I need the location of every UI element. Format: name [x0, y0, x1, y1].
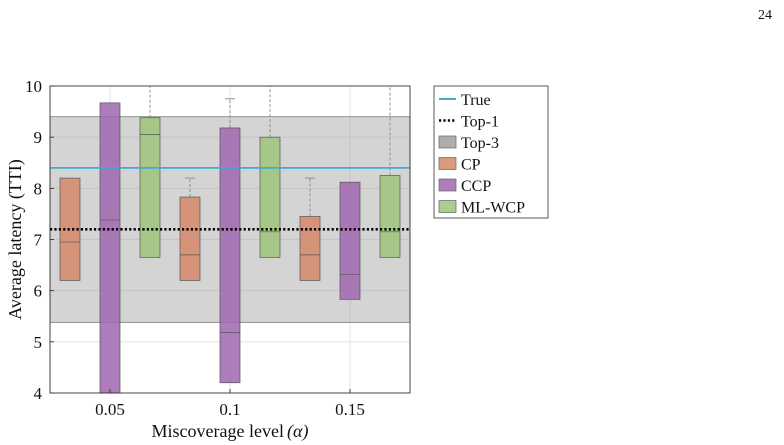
box-ccp-0.05 [99, 102, 121, 394]
legend-ml-wcp-label: ML-WCP [461, 200, 525, 217]
legend-cp-swatch [438, 157, 457, 170]
box-ml-wcp-0.1 [259, 136, 281, 258]
legend-ml-wcp-swatch [438, 200, 457, 213]
box-cp-0.1 [179, 196, 201, 281]
axes: 4 5 6 7 8 9 10 0.05 0.1 0.15 Miscoverage level (α) A… [5, 77, 411, 442]
x-tick-label: 0.15 [335, 400, 365, 419]
y-tick-label: 7 [34, 231, 43, 250]
box-ccp-0.15 [339, 181, 361, 300]
y-tick-label: 10 [25, 77, 42, 96]
y-tick-label: 8 [34, 179, 43, 198]
x-tick-label: 0.1 [219, 400, 240, 419]
page-number: 24 [758, 8, 772, 23]
x-tick-label: 0.05 [95, 400, 125, 419]
legend-box [433, 85, 549, 219]
legend-top-1-label: Top-1 [461, 114, 499, 131]
box-ccp-0.1 [219, 127, 241, 384]
box-ml-wcp-0.05 [139, 117, 161, 258]
y-tick-label: 4 [34, 384, 43, 403]
legend-top-3-label: Top-3 [461, 135, 499, 152]
legend-top-3-swatch [438, 135, 457, 149]
box-cp-0.15 [299, 216, 321, 281]
legend-ccp-label: CCP [461, 178, 491, 195]
legend-cp-label: CP [461, 157, 481, 174]
x-axis-label: Miscoverage level (α) [152, 421, 309, 442]
plot-area [49, 85, 411, 394]
legend-true-label: True [461, 92, 491, 109]
y-tick-label: 9 [34, 128, 43, 147]
y-tick-label: 6 [34, 282, 43, 301]
box-ml-wcp-0.15 [379, 175, 401, 258]
legend-ccp-swatch [438, 178, 457, 192]
y-tick-label: 5 [34, 333, 43, 352]
y-axis-label: Average latency (TTI) [5, 159, 26, 320]
legend: True Top-1 Top-3 CP CCP ML-WCP [433, 85, 549, 219]
